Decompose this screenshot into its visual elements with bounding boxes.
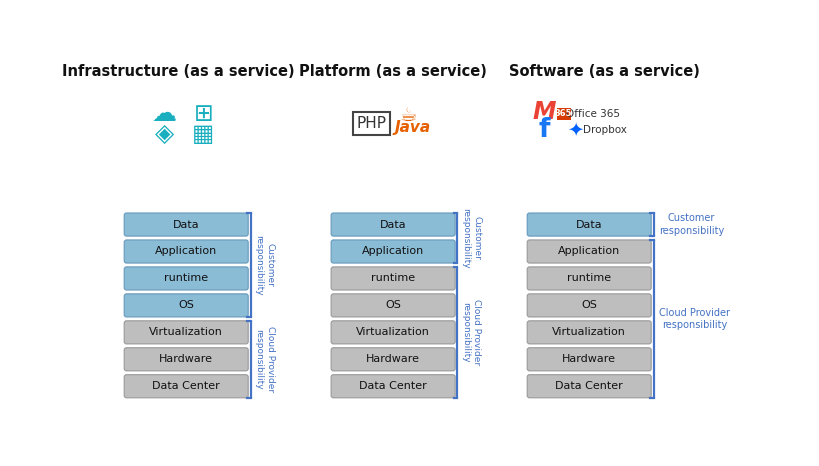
FancyBboxPatch shape (527, 240, 650, 263)
FancyBboxPatch shape (527, 321, 650, 344)
FancyBboxPatch shape (527, 213, 650, 236)
Text: Java: Java (394, 120, 430, 135)
Text: Hardware: Hardware (562, 354, 615, 364)
Text: Hardware: Hardware (365, 354, 419, 364)
FancyBboxPatch shape (124, 213, 248, 236)
Text: Virtualization: Virtualization (551, 327, 626, 337)
FancyBboxPatch shape (527, 267, 650, 290)
FancyBboxPatch shape (124, 321, 248, 344)
FancyBboxPatch shape (331, 213, 455, 236)
Text: 365: 365 (554, 109, 572, 118)
Text: Application: Application (361, 247, 423, 256)
Text: Hardware: Hardware (159, 354, 213, 364)
Text: ☕: ☕ (400, 106, 417, 125)
FancyBboxPatch shape (124, 294, 248, 317)
Text: Data Center: Data Center (359, 381, 427, 391)
Text: Application: Application (155, 247, 217, 256)
Text: ⊞: ⊞ (193, 103, 213, 126)
Text: Data Center: Data Center (152, 381, 219, 391)
Text: Data: Data (173, 219, 199, 230)
Text: Customer
responsibility: Customer responsibility (254, 235, 274, 295)
Text: Cloud Provider
responsibility: Cloud Provider responsibility (658, 308, 729, 330)
Text: OS: OS (385, 301, 400, 310)
Text: Data: Data (379, 219, 406, 230)
Text: ◈: ◈ (155, 122, 174, 146)
FancyBboxPatch shape (124, 348, 248, 371)
FancyBboxPatch shape (331, 321, 455, 344)
Text: OS: OS (178, 301, 194, 310)
FancyBboxPatch shape (527, 348, 650, 371)
Text: runtime: runtime (371, 274, 414, 283)
FancyBboxPatch shape (124, 240, 248, 263)
FancyBboxPatch shape (124, 267, 248, 290)
FancyBboxPatch shape (331, 267, 455, 290)
Text: Software (as a service): Software (as a service) (509, 64, 699, 79)
Text: Platform (as a service): Platform (as a service) (299, 64, 486, 79)
Text: Dropbox: Dropbox (582, 125, 626, 135)
Text: Customer
responsibility: Customer responsibility (658, 213, 723, 236)
Text: PHP: PHP (356, 116, 386, 131)
FancyBboxPatch shape (331, 348, 455, 371)
Text: ☁: ☁ (152, 103, 177, 126)
Text: Customer
responsibility: Customer responsibility (461, 208, 481, 268)
Text: ▦: ▦ (192, 122, 215, 146)
Text: Data Center: Data Center (554, 381, 622, 391)
FancyBboxPatch shape (331, 240, 455, 263)
Text: Cloud Provider
responsibility: Cloud Provider responsibility (461, 299, 481, 365)
Text: Virtualization: Virtualization (149, 327, 223, 337)
Text: M: M (532, 100, 555, 124)
FancyBboxPatch shape (527, 375, 650, 398)
Text: runtime: runtime (164, 274, 208, 283)
Text: runtime: runtime (567, 274, 610, 283)
Text: Application: Application (558, 247, 619, 256)
Text: Data: Data (575, 219, 602, 230)
FancyBboxPatch shape (124, 375, 248, 398)
FancyBboxPatch shape (527, 294, 650, 317)
Text: OS: OS (581, 301, 596, 310)
Text: Office 365: Office 365 (565, 109, 619, 119)
Text: f: f (538, 117, 550, 143)
Text: ✦: ✦ (567, 120, 583, 139)
Text: Cloud Provider
responsibility: Cloud Provider responsibility (254, 326, 274, 392)
FancyBboxPatch shape (331, 375, 455, 398)
Text: Infrastructure (as a service): Infrastructure (as a service) (62, 64, 294, 79)
FancyBboxPatch shape (331, 294, 455, 317)
Text: Virtualization: Virtualization (355, 327, 429, 337)
FancyBboxPatch shape (556, 108, 570, 120)
